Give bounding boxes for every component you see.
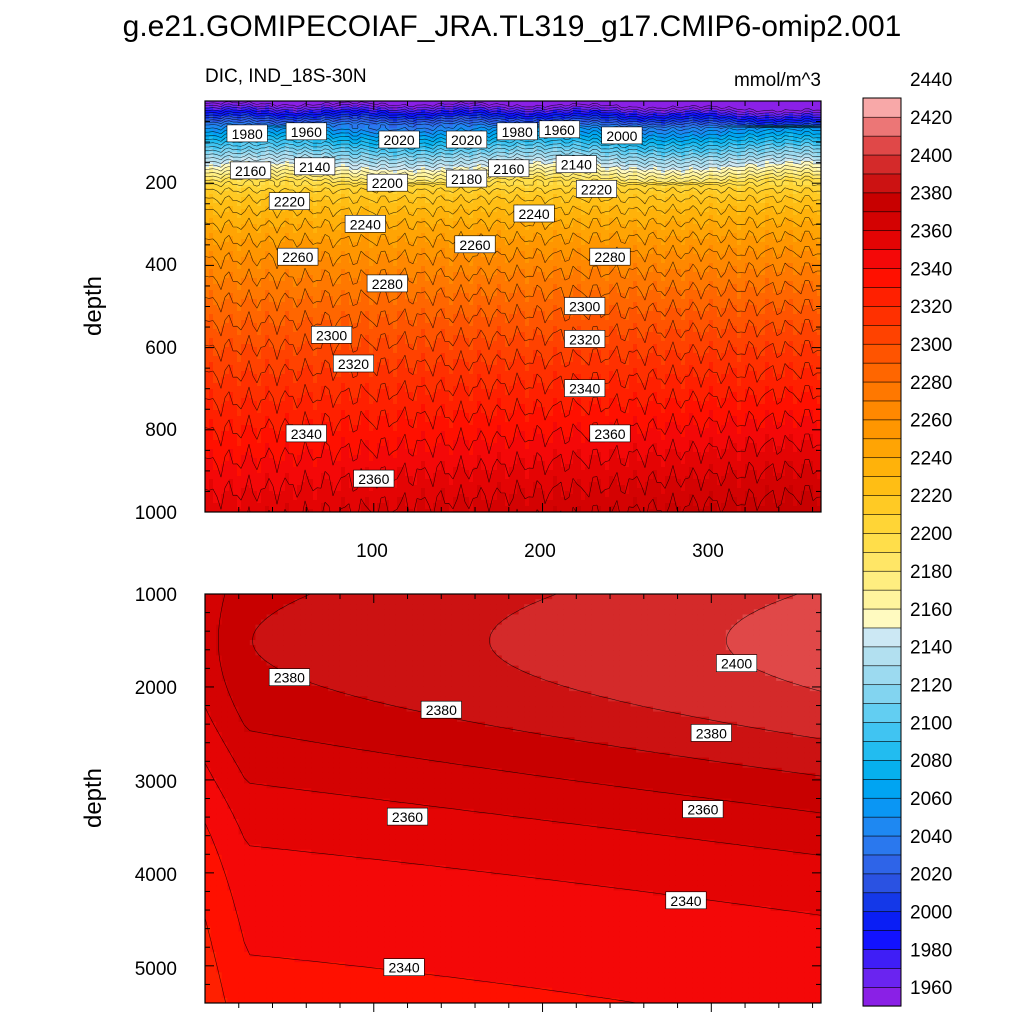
units-label: mmol/m^3: [734, 70, 821, 91]
chart-title: g.e21.GOMIPECOIAF_JRA.TL319_g17.CMIP6-om…: [123, 10, 902, 43]
panel-subtitle-left: DIC, IND_18S-30N: [205, 66, 367, 87]
top-panel: 200 400 600 800 1000 100 200 300 depth 1…: [80, 101, 822, 562]
